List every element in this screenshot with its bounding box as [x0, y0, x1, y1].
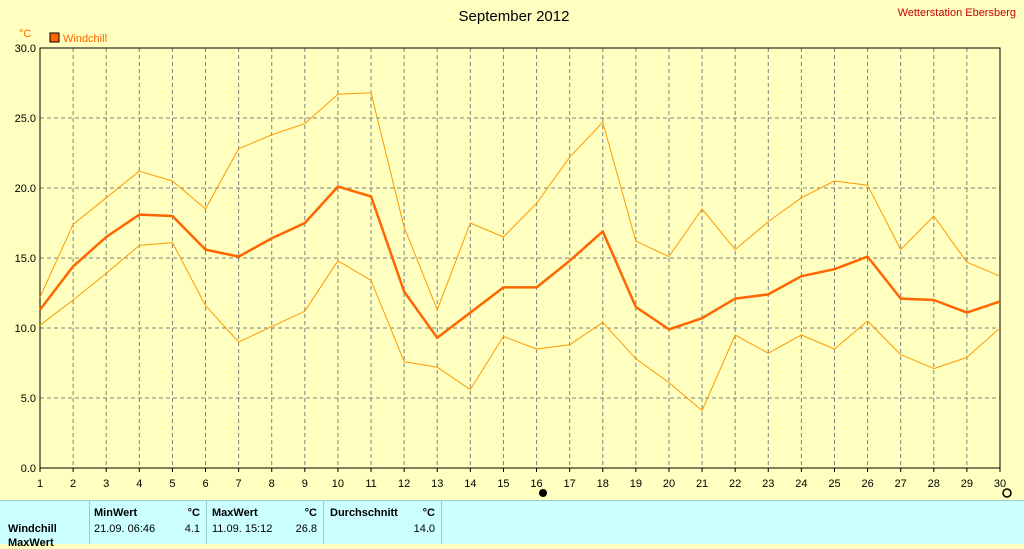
- avg-value: 14.0: [413, 523, 435, 535]
- avg-header: Durchschnitt: [330, 507, 398, 519]
- chart-title: September 2012: [459, 8, 570, 25]
- min-unit: °C: [187, 507, 200, 519]
- x-tick-label: 11: [365, 478, 376, 490]
- x-tick-label: 12: [398, 478, 410, 490]
- stats-divider: [441, 501, 442, 544]
- y-tick-label: 15.0: [15, 253, 36, 265]
- x-tick-label: 15: [497, 478, 509, 490]
- plot-frame: [39, 47, 1001, 469]
- stats-max-column: MaxWert °C 11.09. 15:12 26.8: [207, 501, 323, 544]
- x-tick-label: 29: [961, 478, 973, 490]
- new-moon-icon: [539, 489, 547, 497]
- full-moon-icon: [1002, 488, 1012, 498]
- x-tick-label: 10: [332, 478, 344, 490]
- y-tick-label: 30.0: [15, 43, 36, 55]
- x-tick-label: 5: [169, 478, 175, 490]
- chart: September 2012 Wetterstation Ebersberg °…: [15, 7, 1016, 498]
- y-axis-unit: °C: [19, 28, 31, 40]
- x-tick-label: 25: [828, 478, 840, 490]
- x-tick-label: 14: [464, 478, 476, 490]
- min-value: 4.1: [184, 523, 200, 535]
- series-line-min: [39, 242, 1001, 412]
- stats-divider: [206, 501, 207, 544]
- x-tick-label: 18: [597, 478, 609, 490]
- legend-swatch: [49, 32, 60, 43]
- stats-min-column: MinWert °C 21.09. 06:46 4.1: [90, 501, 206, 544]
- stats-table: Windchill MaxWert MinWert °C 21.09. 06:4…: [0, 500, 1024, 549]
- x-tick-label: 1: [37, 478, 43, 490]
- max-unit: °C: [304, 507, 317, 519]
- x-tick-label: 4: [136, 478, 142, 490]
- x-tick-label: 19: [630, 478, 642, 490]
- plot-area: 0.05.010.015.020.025.030.01 2 3 4 5 6 7 8 9 10 11 1…: [15, 43, 1007, 490]
- x-tick-label: 21: [696, 478, 708, 490]
- x-tick-label: 6: [202, 478, 208, 490]
- min-header: MinWert: [94, 507, 138, 519]
- x-tick-label: 20: [663, 478, 675, 490]
- x-tick-label: 24: [795, 478, 807, 490]
- x-tick-label: 22: [729, 478, 741, 490]
- stats-label-column: Windchill MaxWert: [0, 501, 89, 549]
- x-tick-label: 13: [431, 478, 443, 490]
- y-tick-label: 5.0: [21, 393, 36, 405]
- stats-avg-column: Durchschnitt °C 14.0: [324, 501, 441, 544]
- series-line-mean: [39, 185, 1001, 340]
- station-name: Wetterstation Ebersberg: [898, 7, 1016, 19]
- x-tick-label: 2: [70, 478, 76, 490]
- y-tick-label: 20.0: [15, 183, 36, 195]
- x-tick-label: 27: [895, 478, 907, 490]
- x-tick-label: 16: [530, 478, 542, 490]
- x-tick-label: 28: [928, 478, 940, 490]
- x-tick-label: 7: [236, 478, 242, 490]
- avg-unit: °C: [422, 507, 435, 519]
- x-tick-label: 9: [302, 478, 308, 490]
- legend-label: Windchill: [63, 33, 107, 45]
- max-value: 26.8: [295, 523, 317, 535]
- max-time: 11.09. 15:12: [212, 523, 273, 535]
- x-tick-label: 26: [861, 478, 873, 490]
- max-header: MaxWert: [212, 507, 258, 519]
- x-tick-label: 8: [269, 478, 275, 490]
- x-tick-label: 17: [564, 478, 576, 490]
- y-tick-label: 0.0: [21, 463, 36, 475]
- stats-divider: [323, 501, 324, 544]
- stats-row-label: Windchill: [8, 523, 57, 535]
- x-tick-label: 23: [762, 478, 774, 490]
- x-tick-label: 3: [103, 478, 109, 490]
- y-tick-label: 10.0: [15, 323, 36, 335]
- series-line-max: [39, 92, 1001, 311]
- x-tick-label: 30: [994, 478, 1006, 490]
- stats-divider: [89, 501, 90, 544]
- min-time: 21.09. 06:46: [94, 523, 156, 535]
- stats-row-label-2: MaxWert: [8, 537, 54, 549]
- y-tick-label: 25.0: [15, 113, 36, 125]
